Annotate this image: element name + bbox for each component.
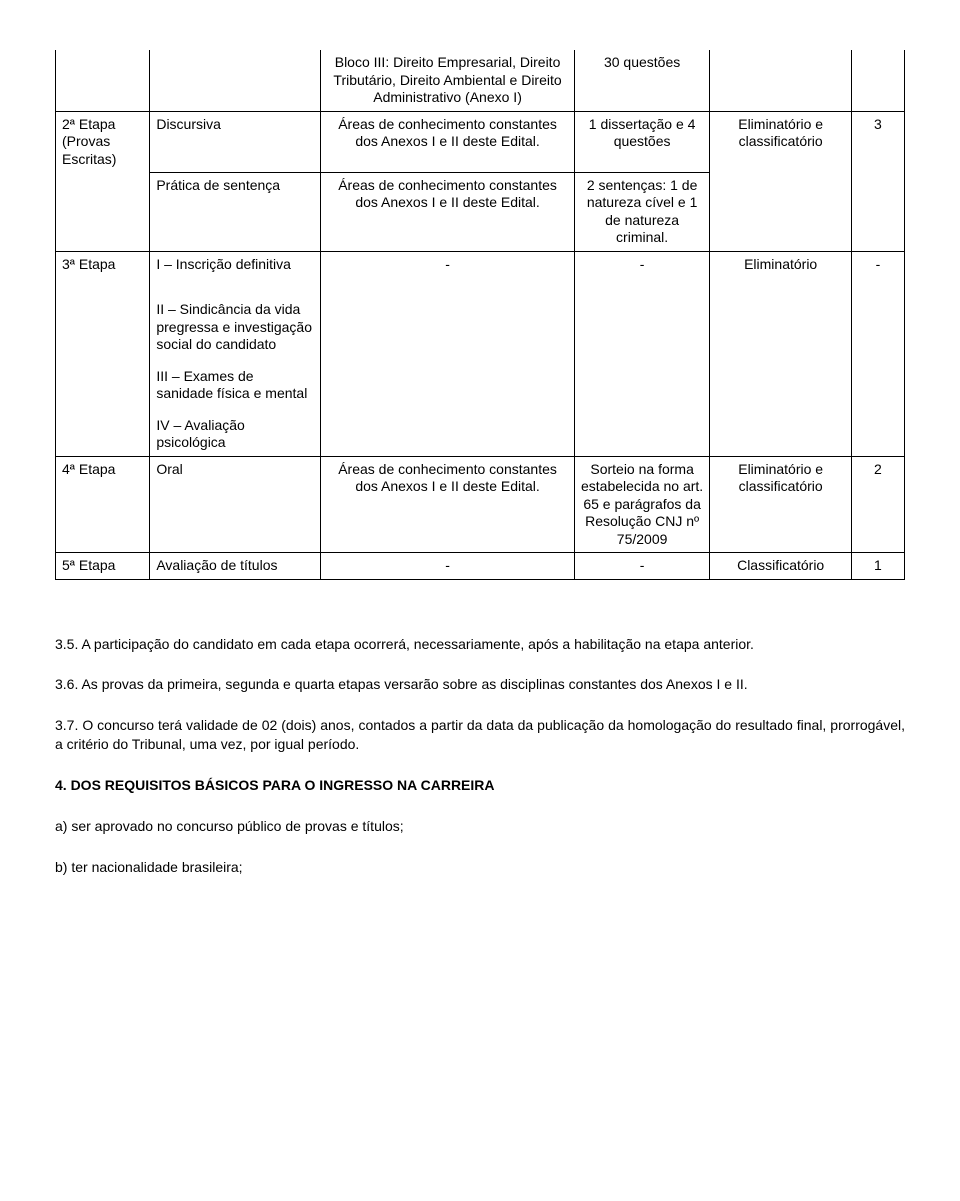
cell: Discursiva: [150, 111, 321, 172]
cell: [710, 50, 852, 111]
cell: 1: [851, 553, 904, 580]
cell: Classificatório: [710, 553, 852, 580]
cell: I – Inscrição definitiva: [150, 251, 321, 277]
cell: II – Sindicância da vida pregressa e inv…: [150, 277, 321, 456]
section-4-heading: 4. DOS REQUISITOS BÁSICOS PARA O INGRESS…: [55, 776, 905, 795]
table-row: Prática de sentença Áreas de conheciment…: [56, 172, 905, 251]
cell: [150, 50, 321, 111]
cell: -: [851, 251, 904, 277]
cell: 2 sentenças: 1 de natureza cível e 1 de …: [574, 172, 710, 251]
requirement-b: b) ter nacionalidade brasileira;: [55, 858, 905, 877]
cell: 5ª Etapa: [56, 553, 150, 580]
paragraph-3-7: 3.7. O concurso terá validade de 02 (doi…: [55, 716, 905, 754]
cell: -: [321, 251, 575, 277]
cell: [56, 277, 150, 456]
cell: -: [574, 553, 710, 580]
paragraph-3-5: 3.5. A participação do candidato em cada…: [55, 635, 905, 654]
cell: [851, 172, 904, 251]
table-row: II – Sindicância da vida pregressa e inv…: [56, 277, 905, 456]
cell: 4ª Etapa: [56, 456, 150, 553]
cell: [321, 277, 575, 456]
cell: Avaliação de títulos: [150, 553, 321, 580]
etapas-table: Bloco III: Direito Empresarial, Direito …: [55, 50, 905, 580]
cell: Bloco III: Direito Empresarial, Direito …: [321, 50, 575, 111]
cell: 2: [851, 456, 904, 553]
cell: 30 questões: [574, 50, 710, 111]
subitem: IV – Avaliação psicológica: [156, 417, 314, 452]
cell: [56, 172, 150, 251]
table-row: 3ª Etapa I – Inscrição definitiva - - El…: [56, 251, 905, 277]
cell: [710, 172, 852, 251]
cell: Eliminatório e classificatório: [710, 111, 852, 172]
cell: -: [321, 553, 575, 580]
requirement-a: a) ser aprovado no concurso público de p…: [55, 817, 905, 836]
cell: [574, 277, 710, 456]
cell: 3ª Etapa: [56, 251, 150, 277]
cell: Oral: [150, 456, 321, 553]
cell: 3: [851, 111, 904, 172]
cell: Áreas de conhecimento constantes dos Ane…: [321, 111, 575, 172]
cell: Prática de sentença: [150, 172, 321, 251]
cell: 1 dissertação e 4 questões: [574, 111, 710, 172]
table-row: 5ª Etapa Avaliação de títulos - - Classi…: [56, 553, 905, 580]
subitem: III – Exames de sanidade física e mental: [156, 368, 314, 403]
cell: -: [574, 251, 710, 277]
paragraph-3-6: 3.6. As provas da primeira, segunda e qu…: [55, 675, 905, 694]
cell: Eliminatório e classificatório: [710, 456, 852, 553]
subitem: II – Sindicância da vida pregressa e inv…: [156, 301, 314, 354]
cell: Áreas de conhecimento constantes dos Ane…: [321, 172, 575, 251]
cell: Eliminatório: [710, 251, 852, 277]
cell: [56, 50, 150, 111]
cell: [710, 277, 852, 456]
cell: 2ª Etapa (Provas Escritas): [56, 111, 150, 172]
table-row: 2ª Etapa (Provas Escritas) Discursiva Ár…: [56, 111, 905, 172]
table-row: 4ª Etapa Oral Áreas de conhecimento cons…: [56, 456, 905, 553]
cell: Sorteio na forma estabelecida no art. 65…: [574, 456, 710, 553]
cell: [851, 277, 904, 456]
table-row: Bloco III: Direito Empresarial, Direito …: [56, 50, 905, 111]
cell: [851, 50, 904, 111]
cell: Áreas de conhecimento constantes dos Ane…: [321, 456, 575, 553]
